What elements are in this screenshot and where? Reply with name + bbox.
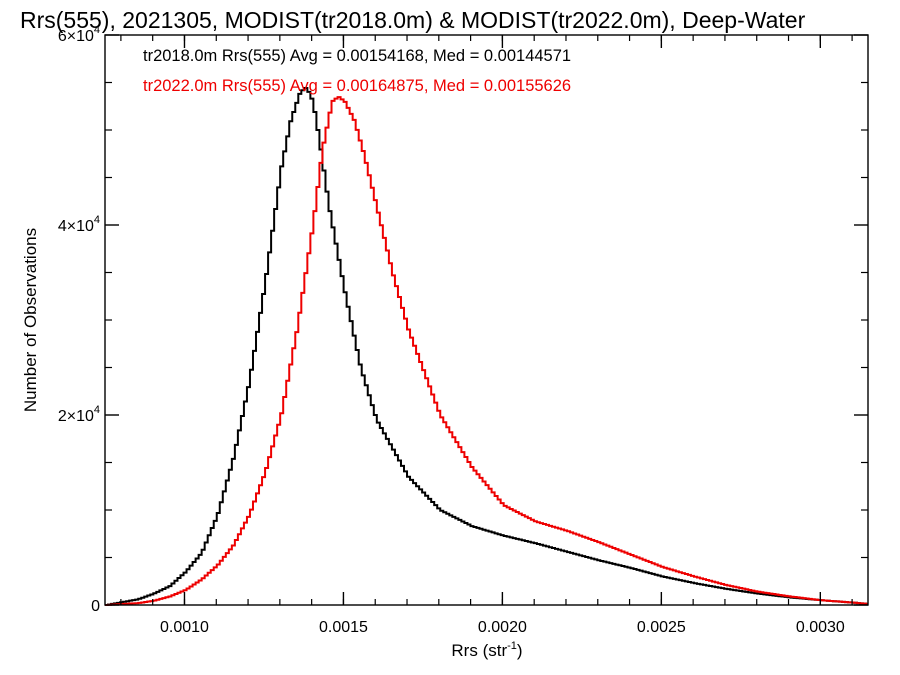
series-line-2 xyxy=(105,96,868,606)
x-tick-label: 0.0010 xyxy=(160,619,209,636)
x-tick-label: 0.0030 xyxy=(796,619,845,636)
x-tick-label: 0.0025 xyxy=(637,619,686,636)
y-tick-label: 6×104 xyxy=(58,24,100,45)
legend-entry-2: tr2022.0m Rrs(555) Avg = 0.00164875, Med… xyxy=(143,77,571,95)
x-tick-label: 0.0020 xyxy=(478,619,527,636)
y-axis: 0 2×104 4×104 6×104 xyxy=(58,24,868,615)
x-axis: 0.0010 0.0015 0.0020 0.0025 0.0030 xyxy=(120,35,853,636)
legend-entry-1: tr2018.0m Rrs(555) Avg = 0.00154168, Med… xyxy=(143,47,571,65)
y-tick-label: 4×104 xyxy=(58,214,100,235)
plot-area xyxy=(105,86,868,606)
x-axis-label: Rrs (str-1) xyxy=(451,640,522,660)
y-tick-label: 2×104 xyxy=(58,404,100,425)
chart-title: Rrs(555), 2021305, MODIST(tr2018.0m) & M… xyxy=(20,7,806,33)
x-tick-label: 0.0015 xyxy=(319,619,368,636)
y-tick-label: 0 xyxy=(91,598,100,615)
series-line-1 xyxy=(105,86,868,606)
y-axis-label: Number of Observations xyxy=(21,228,40,412)
legend: tr2018.0m Rrs(555) Avg = 0.00154168, Med… xyxy=(143,47,571,95)
